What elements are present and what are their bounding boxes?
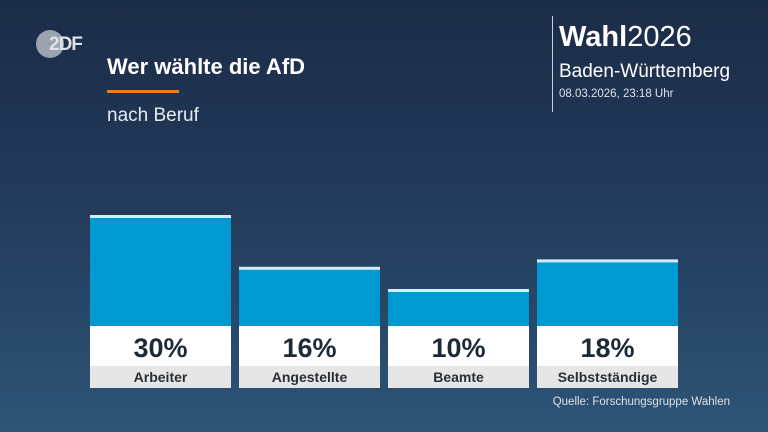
bar-top-cap	[537, 259, 678, 263]
chart-subtitle: nach Beruf	[107, 105, 199, 126]
category-label-box	[537, 366, 678, 388]
brand-year: 2026	[627, 21, 692, 53]
timestamp: 08.03.2026, 23:18 Uhr	[559, 88, 674, 100]
title-accent-rule	[107, 90, 179, 93]
category-label: Selbstständige	[558, 369, 658, 385]
bar	[537, 259, 678, 326]
category-label: Arbeiter	[134, 369, 188, 385]
brand-bold-word: Wahl	[559, 21, 628, 53]
value-label-box	[388, 326, 529, 366]
zdf-logo-mark	[36, 30, 64, 58]
election-region: Baden-Württemberg	[559, 61, 731, 82]
bar	[239, 266, 380, 326]
bar	[388, 289, 529, 326]
category-label: Beamte	[433, 369, 484, 385]
category-label-box	[388, 366, 529, 388]
category-label-box	[90, 366, 231, 388]
data-label: 18%	[580, 333, 634, 363]
data-label: 16%	[282, 333, 336, 363]
bar-top-cap	[239, 266, 380, 270]
category-label: Angestellte	[272, 369, 348, 385]
zdf-logo-text: 2DF	[49, 34, 83, 55]
value-label-box	[537, 326, 678, 366]
bar-top-cap	[90, 215, 231, 218]
bar	[90, 215, 231, 326]
chart-title: Wer wählte die AfD	[107, 54, 306, 79]
category-label-box	[239, 366, 380, 388]
data-label: 10%	[431, 333, 485, 363]
election-brand: Wahl2026	[559, 20, 692, 54]
data-label: 30%	[133, 333, 187, 363]
value-label-box	[90, 326, 231, 366]
value-label-box	[239, 326, 380, 366]
source-note: Quelle: Forschungsgruppe Wahlen	[552, 396, 730, 408]
header-divider	[552, 16, 553, 112]
bar-top-cap	[388, 289, 529, 292]
zdf-logo: 2DF	[36, 30, 88, 58]
